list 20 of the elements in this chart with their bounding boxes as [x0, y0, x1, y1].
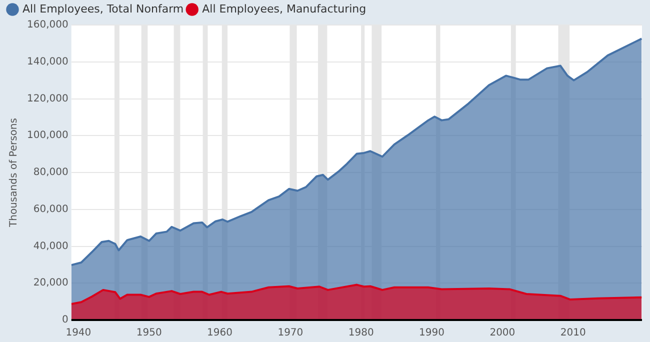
x-tick-label: 1950: [136, 328, 162, 339]
x-tick-label: 1960: [207, 328, 232, 339]
x-tick-label: 1970: [278, 328, 304, 339]
x-tick-label: 1980: [348, 328, 374, 339]
y-axis-title: Thousands of Persons: [8, 118, 20, 228]
y-tick-label: 60,000: [33, 204, 68, 215]
y-tick-label: 80,000: [33, 167, 68, 178]
y-tick-label: 40,000: [33, 240, 68, 252]
x-tick-label: 1940: [66, 328, 92, 339]
x-tick-label: 2000: [490, 328, 516, 339]
y-tick-label: 160,000: [26, 20, 68, 31]
y-tick-label: 140,000: [26, 56, 68, 68]
y-tick-label: 0: [62, 314, 68, 326]
y-tick-label: 100,000: [26, 130, 68, 142]
y-tick-label: 20,000: [33, 278, 68, 289]
y-tick-label: 120,000: [26, 93, 68, 104]
x-tick-label: 1990: [419, 328, 444, 339]
legend-label: All Employees, Total Nonfarm: [22, 2, 184, 16]
x-tick-label: 2010: [560, 328, 586, 339]
legend-label: All Employees, Manufacturing: [202, 2, 366, 16]
